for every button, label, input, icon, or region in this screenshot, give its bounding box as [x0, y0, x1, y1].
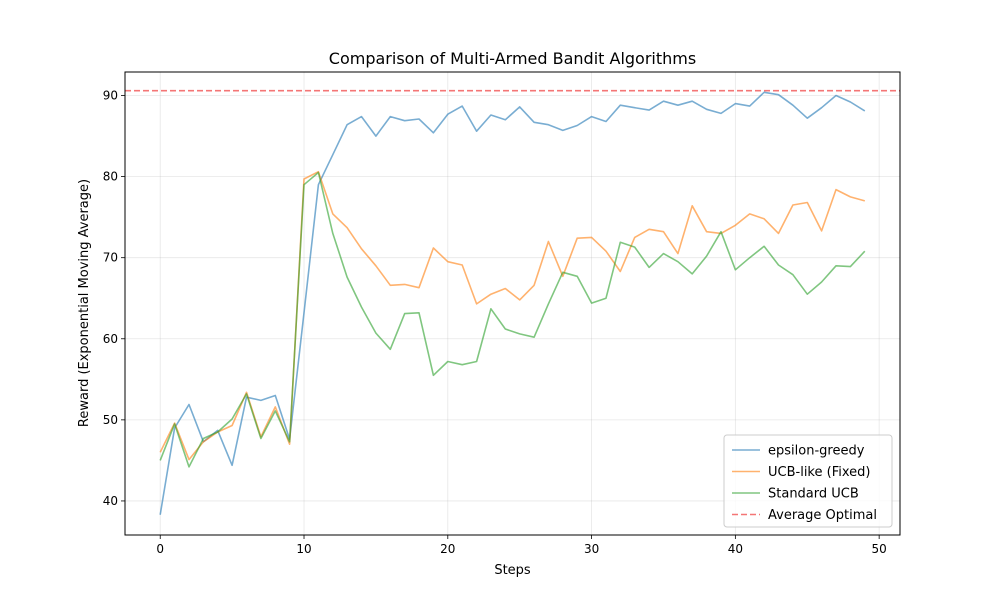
x-tick-label: 30: [584, 542, 599, 556]
y-axis-title: Reward (Exponential Moving Average): [77, 179, 92, 427]
legend-label: Average Optimal: [768, 508, 877, 523]
legend-label: UCB-like (Fixed): [768, 465, 870, 480]
x-tick-label: 20: [440, 542, 455, 556]
grid: [125, 72, 900, 535]
x-axis-title: Steps: [494, 563, 531, 578]
legend-box: [723, 434, 893, 528]
series-line-ucb-like-fixed: [159, 170, 866, 461]
x-tick-label: 50: [872, 542, 887, 556]
series-line-epsilon-greedy: [159, 91, 866, 515]
legend-label: epsilon-greedy: [768, 444, 865, 459]
y-tick-label: 60: [103, 332, 118, 346]
y-tick-label: 70: [103, 251, 118, 265]
x-tick-label: 10: [296, 542, 311, 556]
legend-label: Standard UCB: [768, 487, 859, 502]
plot-area-frame: [124, 71, 901, 536]
y-tick-label: 80: [103, 170, 118, 184]
chart-title: Comparison of Multi-Armed Bandit Algorit…: [329, 49, 696, 68]
x-tick-label: 0: [156, 542, 164, 556]
x-tick-label: 40: [728, 542, 743, 556]
series-line-standard-ucb: [159, 171, 866, 468]
y-tick-label: 90: [103, 89, 118, 103]
y-tick-label: 50: [103, 413, 118, 427]
legend: epsilon-greedy UCB-like (Fixed) Standard U…: [723, 434, 893, 528]
series-lines: [125, 89, 900, 515]
axis-ticks: 0 10 20 30 40 50 40 50 60 70 80 90: [103, 89, 887, 556]
y-tick-label: 40: [103, 494, 118, 508]
